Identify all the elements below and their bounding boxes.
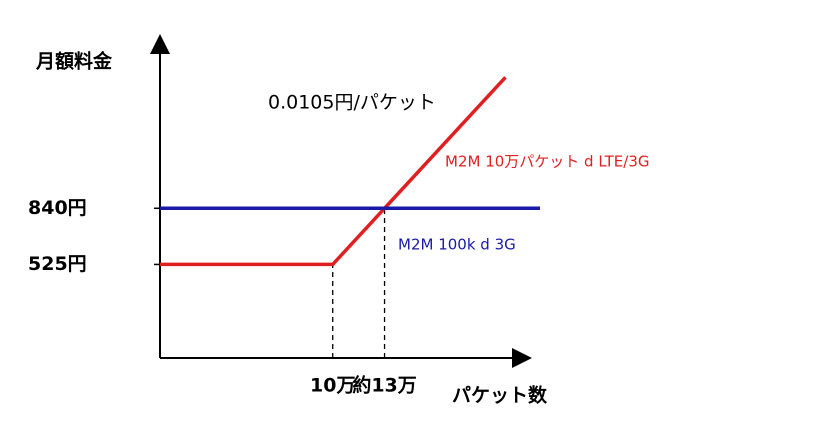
y-axis-label: 月額料金: [35, 50, 113, 73]
y-tick-label: 525円: [28, 253, 87, 275]
y-tick-label: 840円: [28, 197, 87, 219]
annotation: 0.0105円/パケット: [268, 92, 436, 114]
series-line: [160, 76, 507, 267]
x-tick-label: 約13万: [352, 374, 416, 397]
series-label: M2M 10万パケット d LTE/3G: [445, 153, 650, 171]
x-axis-label: パケット数: [452, 384, 548, 407]
series-label: M2M 100k d 3G: [398, 236, 516, 254]
x-tick-label: 10万: [310, 375, 355, 397]
